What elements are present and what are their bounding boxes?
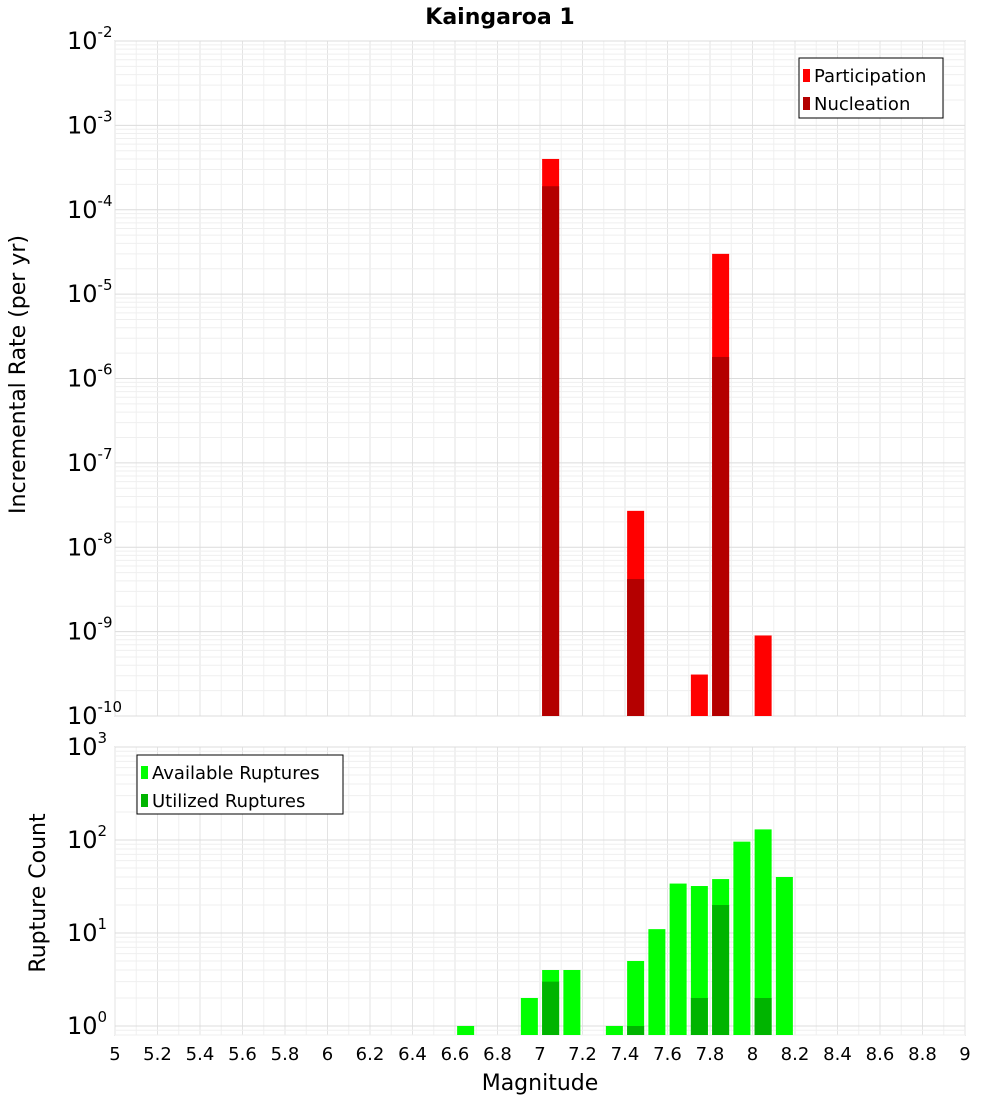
x-tick-label: 8.2	[781, 1044, 810, 1065]
x-tick-label: 7.8	[696, 1044, 725, 1065]
y-tick-label: 103	[67, 729, 107, 761]
legend-label-nucleation: Nucleation	[814, 94, 910, 115]
bar-utilized-ruptures	[754, 997, 772, 1035]
x-tick-label: 8.6	[866, 1044, 895, 1065]
bar-utilized-ruptures	[690, 997, 708, 1035]
bar-utilized-ruptures	[542, 981, 560, 1035]
bar-utilized-ruptures	[627, 1025, 645, 1035]
bottom-legend-box	[136, 754, 344, 815]
legend-label-participation: Participation	[814, 66, 926, 87]
bar-participation	[754, 635, 772, 716]
x-tick-label: 7	[534, 1044, 545, 1065]
bar-available-ruptures	[605, 1025, 623, 1035]
x-tick-labels: 5 5.2 5.4 5.6 5.8 6 6.2 6.4 6.6 6.8 7 7.2 7.4 7.6 7.8 8…	[109, 1044, 970, 1065]
bar-nucleation	[627, 579, 645, 716]
bar-available-ruptures	[669, 883, 687, 1035]
y-tick-label: 10-5	[67, 276, 113, 308]
rupture-count-panel: 100 101 102 103 5 5.2 5.4 5.6 5.8 6 6.2 6.4 6.6 6.8 7…	[26, 729, 971, 1096]
top-grid	[114, 40, 966, 717]
legend-swatch-available-ruptures	[141, 766, 148, 779]
legend-swatch-participation	[803, 69, 810, 82]
bottom-y-tick-labels: 100 101 102 103	[67, 729, 107, 1040]
x-tick-label: 6.4	[398, 1044, 427, 1065]
x-tick-label: 8.4	[823, 1044, 852, 1065]
bar-utilized-ruptures	[712, 904, 730, 1035]
x-tick-label: 7.4	[611, 1044, 640, 1065]
bar-available-ruptures	[754, 829, 772, 1035]
chart-title: Kaingaroa 1	[425, 5, 574, 30]
top-y-tick-labels: 10-10 10-9 10-8 10-7 10-6 10-5 10-4 10-3 10-2	[67, 23, 122, 730]
x-tick-label: 6.2	[356, 1044, 385, 1065]
y-tick-label: 10-9	[67, 614, 113, 646]
x-tick-label: 5.2	[143, 1044, 172, 1065]
y-tick-label: 10-2	[67, 23, 113, 55]
bar-available-ruptures	[690, 886, 708, 1035]
y-tick-label: 101	[67, 915, 107, 947]
x-tick-label: 8	[747, 1044, 758, 1065]
x-tick-label: 5.8	[271, 1044, 300, 1065]
x-tick-label: 5.4	[186, 1044, 215, 1065]
y-tick-label: 102	[67, 822, 107, 854]
x-tick-label: 8.8	[908, 1044, 937, 1065]
x-tick-label: 5.6	[228, 1044, 257, 1065]
y-tick-label: 100	[67, 1008, 107, 1040]
legend-swatch-utilized-ruptures	[141, 794, 148, 807]
top-legend: Participation Nucleation	[798, 57, 944, 119]
y-tick-label: 10-3	[67, 107, 113, 139]
y-tick-label: 10-4	[67, 192, 113, 224]
bar-available-ruptures	[457, 1025, 475, 1035]
x-tick-label: 5	[109, 1044, 120, 1065]
y-tick-label: 10-10	[67, 698, 122, 730]
top-y-axis-label: Incremental Rate (per yr)	[6, 235, 31, 514]
bottom-y-axis-label: Rupture Count	[26, 813, 51, 973]
x-tick-label: 9	[959, 1044, 970, 1065]
participation-nucleation-panel: 10-10 10-9 10-8 10-7 10-6 10-5 10-4 10-3 10-2 In…	[6, 23, 966, 730]
x-tick-label: 7.2	[568, 1044, 597, 1065]
legend-label-utilized-ruptures: Utilized Ruptures	[152, 791, 305, 812]
x-tick-label: 6	[322, 1044, 333, 1065]
legend-label-available-ruptures: Available Ruptures	[152, 763, 320, 784]
bar-participation	[690, 674, 708, 716]
legend-swatch-nucleation	[803, 97, 810, 110]
x-tick-label: 6.6	[441, 1044, 470, 1065]
bar-nucleation	[712, 356, 730, 716]
bar-available-ruptures	[733, 841, 751, 1035]
bar-available-ruptures	[775, 877, 793, 1035]
bar-nucleation	[542, 186, 560, 716]
y-tick-label: 10-7	[67, 445, 113, 477]
bar-available-ruptures	[648, 929, 666, 1035]
y-tick-label: 10-6	[67, 361, 113, 393]
x-tick-label: 7.6	[653, 1044, 682, 1065]
bar-available-ruptures	[627, 960, 645, 1035]
x-axis-label: Magnitude	[482, 1071, 599, 1096]
top-legend-box	[798, 57, 944, 119]
bar-available-ruptures	[563, 969, 581, 1035]
top-bars	[542, 158, 772, 717]
bar-available-ruptures	[520, 997, 538, 1035]
x-tick-label: 6.8	[483, 1044, 512, 1065]
y-tick-label: 10-8	[67, 529, 113, 561]
bottom-legend: Available Ruptures Utilized Ruptures	[136, 754, 344, 815]
bottom-bars	[457, 829, 793, 1035]
